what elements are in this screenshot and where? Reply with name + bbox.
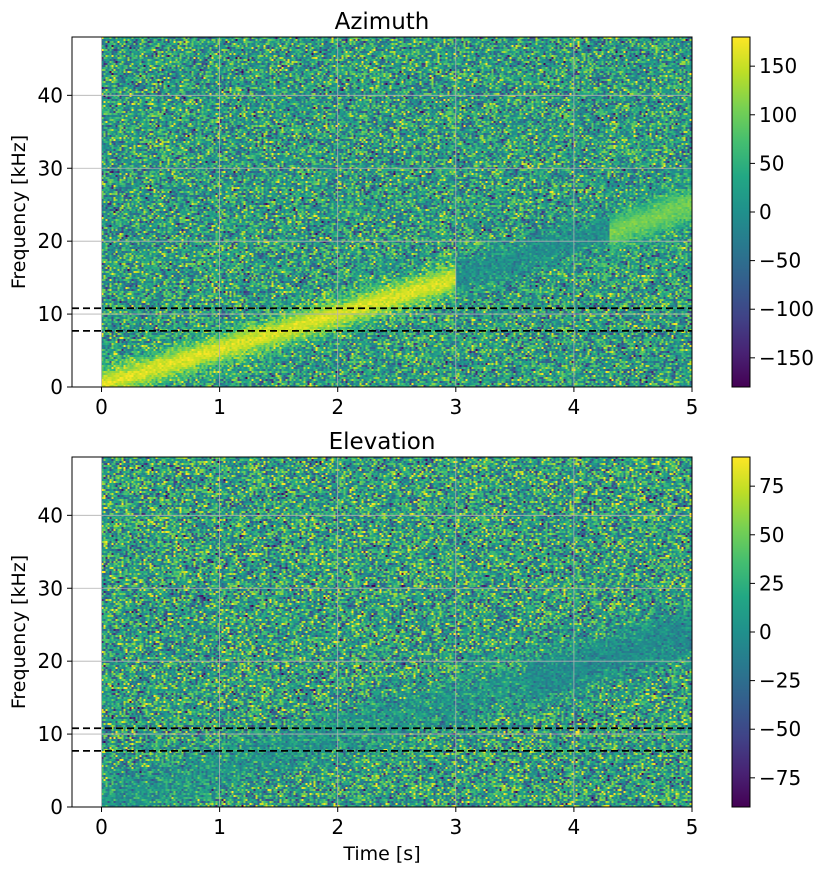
spectrogram-image [101, 37, 692, 387]
colorbar-tick-label: −75 [759, 766, 801, 790]
x-tick-label: 2 [331, 815, 344, 839]
y-tick-label: 10 [38, 722, 63, 746]
plot-frame [71, 36, 693, 388]
x-tick-label: 5 [686, 815, 699, 839]
y-tick-label: 30 [38, 576, 63, 600]
x-tick-label: 4 [568, 815, 581, 839]
x-tick-label: 0 [95, 815, 108, 839]
spectrogram-image [101, 457, 692, 807]
colorbar-tick-label: −50 [759, 249, 801, 273]
plot-frame [71, 456, 693, 808]
y-axis-label: Frequency [kHz] [8, 135, 30, 289]
colorbar-tick-label: −150 [759, 346, 814, 370]
y-tick-label: 0 [50, 375, 63, 399]
y-tick-label: 20 [38, 649, 63, 673]
y-tick-label: 40 [38, 83, 63, 107]
chart-title: Azimuth [335, 9, 430, 35]
x-tick-label: 1 [213, 395, 226, 419]
y-tick-label: 10 [38, 302, 63, 326]
x-axis-label: Time [s] [342, 843, 420, 865]
colorbar-tick-label: 25 [759, 571, 784, 595]
y-axis-label: Frequency [kHz] [8, 555, 30, 709]
x-tick-label: 1 [213, 815, 226, 839]
y-tick-label: 20 [38, 229, 63, 253]
x-tick-label: 4 [568, 395, 581, 419]
colorbar-tick-label: 150 [759, 54, 797, 78]
colorbar-tick-label: 50 [759, 151, 784, 175]
colorbar [731, 36, 751, 388]
colorbar-tick-label: −50 [759, 717, 801, 741]
colorbar-tick-label: −25 [759, 669, 801, 693]
y-tick-label: 30 [38, 156, 63, 180]
colorbar-tick-label: 50 [759, 523, 784, 547]
colorbar [731, 456, 751, 808]
colorbar-tick-label: 75 [759, 474, 784, 498]
x-tick-label: 0 [95, 395, 108, 419]
colorbar-tick-label: 100 [759, 103, 797, 127]
x-tick-label: 3 [449, 815, 462, 839]
y-tick-label: 40 [38, 503, 63, 527]
x-tick-label: 2 [331, 395, 344, 419]
colorbar-tick-label: 0 [759, 620, 772, 644]
y-tick-label: 0 [50, 795, 63, 819]
colorbar-tick-label: 0 [759, 200, 772, 224]
x-tick-label: 5 [686, 395, 699, 419]
colorbar-tick-label: −100 [759, 297, 814, 321]
chart-title: Elevation [329, 429, 436, 455]
x-tick-label: 3 [449, 395, 462, 419]
